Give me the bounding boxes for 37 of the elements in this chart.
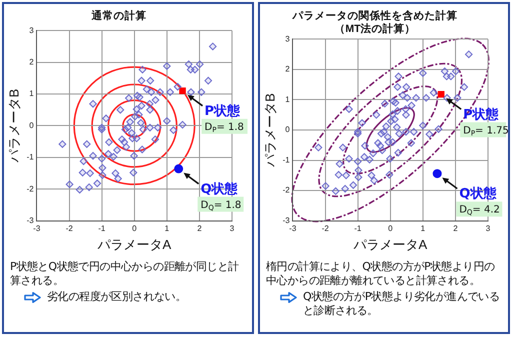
chart-subtitle: （MT法の計算） — [334, 22, 416, 35]
y-tick-label: -3 — [26, 216, 34, 226]
y-tick-label: 2 — [29, 58, 34, 67]
y-axis-title: パラメータB — [6, 88, 22, 164]
x-tick-label: 3 — [230, 224, 235, 233]
x-tick-label: 2 — [197, 224, 202, 233]
y-tick-label: -1 — [26, 152, 34, 162]
y-tick-label: 0 — [29, 120, 34, 130]
y-tick-label: 3 — [285, 34, 290, 44]
text: 劣化の程度が区別されない。 — [47, 290, 186, 304]
text: 楕円の計算により、Q状態の方がP状態より円の中心からの距離が離れていると計算される。 — [266, 260, 496, 288]
x-tick-label: 2 — [453, 224, 458, 233]
x-tick-label: -1 — [98, 224, 106, 233]
x-tick-label: -2 — [66, 224, 74, 233]
y-tick-label: -2 — [26, 184, 34, 194]
x-axis-title: パラメータA — [352, 236, 428, 252]
y-tick-label: -3 — [282, 216, 290, 226]
y-tick-label: 0 — [285, 125, 290, 134]
chart-title: 通常の計算 — [90, 9, 146, 22]
y-tick-label: 3 — [29, 26, 34, 35]
x-axis-title: パラメータA — [96, 236, 172, 252]
y-tick-label: 1 — [285, 94, 290, 104]
chart-title: パラメータの関係性を含めた計算 — [292, 9, 458, 22]
x-tick-label: 0 — [388, 224, 394, 233]
x-tick-label: 1 — [420, 224, 426, 233]
text: Q状態の方がP状態より劣化が進んでいると診断される。 — [303, 290, 501, 318]
y-tick-label: 1 — [29, 89, 34, 98]
x-tick-label: 1 — [164, 224, 170, 233]
x-tick-label: -1 — [354, 224, 362, 233]
x-tick-label: 0 — [132, 224, 138, 233]
y-tick-label: -1 — [282, 155, 290, 164]
y-axis-title: パラメータB — [262, 93, 278, 168]
x-tick-label: 3 — [486, 224, 491, 233]
y-tick-label: -2 — [282, 186, 290, 195]
x-tick-label: -2 — [322, 224, 330, 233]
y-tick-label: 2 — [285, 64, 290, 74]
text: P状態とQ状態で円の中心からの距離が同じと計算される。 — [10, 260, 240, 288]
